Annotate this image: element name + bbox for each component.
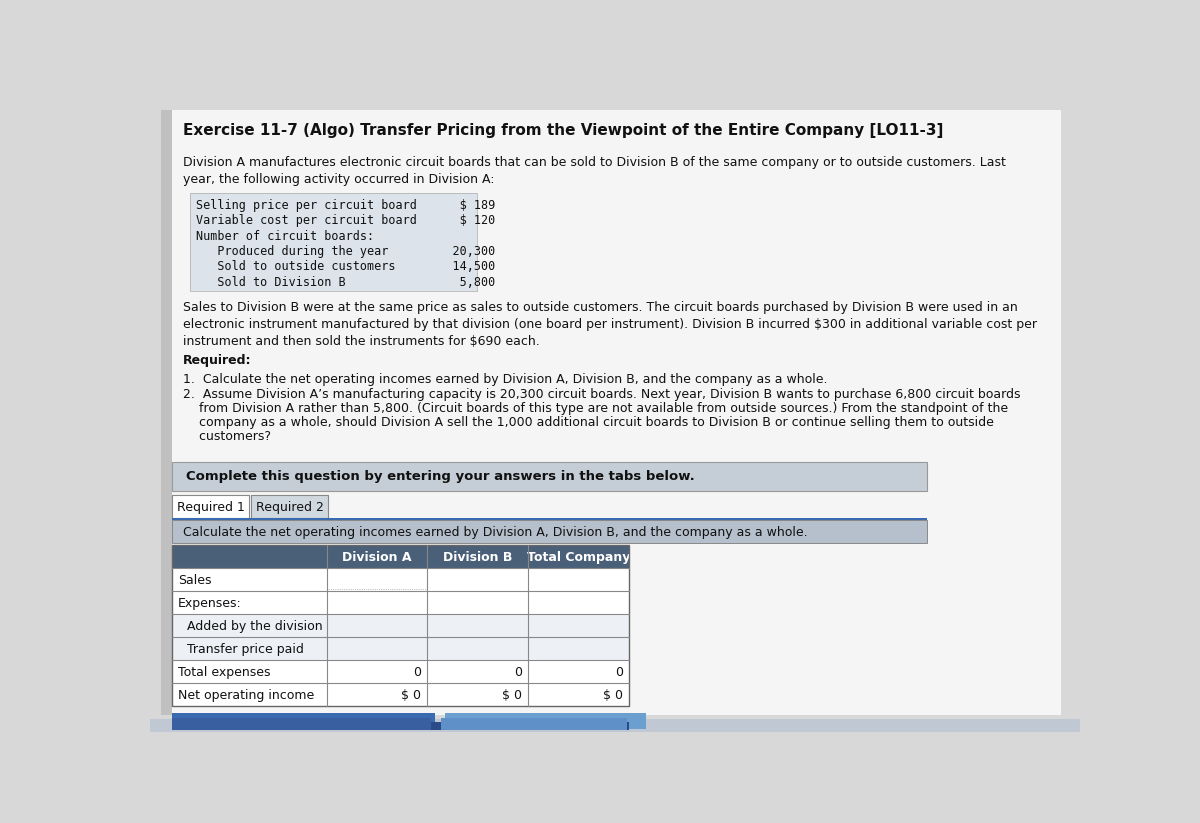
Text: Exercise 11-7 (Algo) Transfer Pricing from the Viewpoint of the Entire Company [: Exercise 11-7 (Algo) Transfer Pricing fr…	[182, 123, 943, 138]
Bar	[172, 718, 431, 730]
Text: 2.  Assume Division A’s manufacturing capacity is 20,300 circuit boards. Next ye: 2. Assume Division A’s manufacturing cap…	[182, 388, 1020, 402]
Bar	[172, 520, 926, 543]
Text: $ 0: $ 0	[401, 690, 421, 702]
Text: Required 2: Required 2	[256, 500, 324, 514]
Text: 1.  Calculate the net operating incomes earned by Division A, Division B, and th: 1. Calculate the net operating incomes e…	[182, 373, 827, 386]
Text: Total Company: Total Company	[527, 551, 630, 564]
Text: Sales to Division B were at the same price as sales to outside customers. The ci: Sales to Division B were at the same pri…	[182, 300, 1037, 347]
Bar	[172, 495, 250, 518]
Bar	[172, 568, 629, 591]
Text: Complete this question by entering your answers in the tabs below.: Complete this question by entering your …	[186, 470, 695, 483]
Bar	[172, 714, 436, 728]
Text: Net operating income: Net operating income	[178, 690, 314, 702]
Text: Transfer price paid: Transfer price paid	[187, 643, 304, 656]
Bar	[172, 545, 629, 568]
Text: from Division A rather than 5,800. (Circuit boards of this type are not availabl: from Division A rather than 5,800. (Circ…	[182, 402, 1008, 415]
Bar	[172, 520, 926, 543]
Text: Number of circuit boards:: Number of circuit boards:	[197, 230, 374, 243]
Text: $ 0: $ 0	[502, 690, 522, 702]
Bar	[172, 683, 629, 706]
Text: 0: 0	[514, 667, 522, 679]
Bar	[150, 719, 1080, 732]
Text: 0: 0	[614, 667, 623, 679]
Text: Sold to outside customers        14,500: Sold to outside customers 14,500	[197, 260, 496, 273]
Bar	[172, 545, 629, 706]
Text: 0: 0	[413, 667, 421, 679]
Bar	[172, 518, 926, 520]
Text: Total expenses: Total expenses	[178, 667, 270, 679]
Text: company as a whole, should Division A sell the 1,000 additional circuit boards t: company as a whole, should Division A se…	[182, 416, 994, 429]
Bar	[444, 714, 646, 728]
Bar	[172, 723, 629, 730]
Text: Division B: Division B	[443, 551, 512, 564]
Text: Sold to Division B                5,800: Sold to Division B 5,800	[197, 276, 496, 289]
Text: Calculate the net operating incomes earned by Division A, Division B, and the co: Calculate the net operating incomes earn…	[182, 526, 808, 539]
Bar	[191, 193, 478, 291]
Text: Added by the division: Added by the division	[187, 620, 323, 633]
Text: Produced during the year         20,300: Produced during the year 20,300	[197, 245, 496, 258]
Bar	[172, 463, 926, 491]
Bar	[172, 495, 250, 518]
Text: Required 1: Required 1	[176, 500, 245, 514]
Text: Selling price per circuit board      $ 189: Selling price per circuit board $ 189	[197, 199, 496, 212]
Bar	[172, 660, 629, 683]
Text: Sales: Sales	[178, 574, 211, 587]
Bar	[440, 718, 626, 730]
Text: Required:: Required:	[182, 355, 251, 367]
Bar	[161, 109, 172, 723]
Bar	[172, 463, 926, 491]
Bar	[150, 714, 1080, 732]
Bar	[172, 591, 629, 614]
Bar	[251, 495, 329, 518]
Bar	[172, 614, 629, 637]
Text: Division A manufactures electronic circuit boards that can be sold to Division B: Division A manufactures electronic circu…	[182, 156, 1006, 186]
Bar	[251, 495, 329, 518]
Text: Variable cost per circuit board      $ 120: Variable cost per circuit board $ 120	[197, 214, 496, 227]
Text: Division A: Division A	[342, 551, 412, 564]
Bar	[172, 637, 629, 660]
Text: Expenses:: Expenses:	[178, 597, 241, 610]
Text: customers?: customers?	[182, 430, 270, 443]
Bar	[191, 193, 478, 291]
Text: $ 0: $ 0	[602, 690, 623, 702]
